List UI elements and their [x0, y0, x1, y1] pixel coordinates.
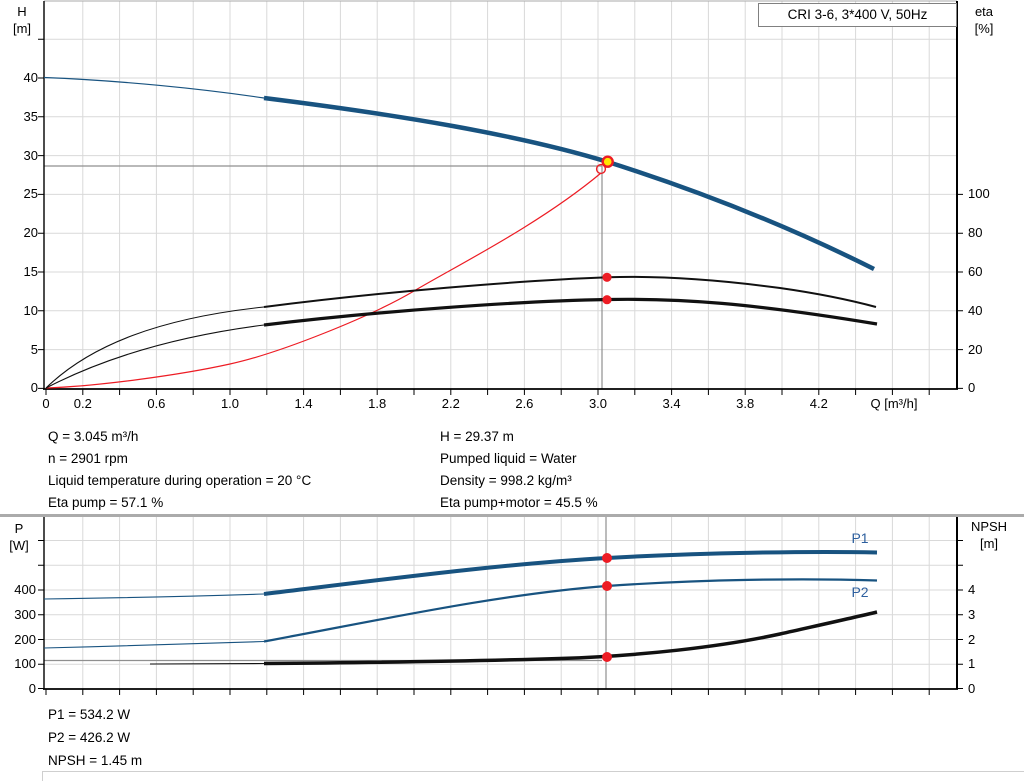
- eta-tick: 0: [968, 380, 976, 396]
- q-tick: 0.6: [147, 396, 166, 411]
- npsh-axis-unit: [m]: [979, 536, 999, 551]
- qh-grid-horizontal: [44, 38, 957, 351]
- q-tick: 1.0: [220, 396, 240, 411]
- qh-chart: [38, 0, 963, 395]
- p1-point-dot: [602, 553, 612, 563]
- q-tick: 3.4: [662, 396, 681, 411]
- operating-point-dot[interactable]: [601, 155, 614, 168]
- info-density: Density = 998.2 kg/m³: [440, 473, 572, 488]
- q-tick: 1.8: [368, 396, 387, 411]
- system-duty-ring: [595, 163, 607, 175]
- pn-grid-horizontal: [44, 540, 957, 665]
- qh-crosshair: [44, 165, 603, 389]
- eta-tick: 20: [968, 341, 983, 357]
- eta-pump-motor-curve-thin: [45, 324, 265, 389]
- eta-pump-motor-point-dot: [602, 295, 612, 305]
- pn-npsh-ticks: [957, 540, 963, 689]
- p1-curve-thin: [43, 593, 265, 600]
- h-tick: 20: [23, 225, 38, 241]
- pn-grid-vertical: [82, 517, 930, 689]
- npsh-tick: 0: [968, 681, 976, 696]
- h-tick: 25: [23, 186, 38, 202]
- eta-tick: 80: [968, 225, 983, 241]
- q-tick: 2.2: [441, 396, 460, 411]
- p2-curve-label: P2: [851, 584, 869, 600]
- eta-pump-point-dot: [602, 272, 612, 282]
- q-tick: 0: [42, 396, 50, 411]
- next-panel-top-border: [42, 771, 1024, 772]
- info-n: n = 2901 rpm: [48, 451, 128, 466]
- h-tick: 10: [23, 302, 38, 318]
- eta-pump-motor-curve: [263, 297, 878, 327]
- eta-pump-curve: [263, 275, 877, 308]
- npsh-curve-thin: [149, 662, 265, 665]
- p-tick: 0: [28, 681, 36, 696]
- eta-axis-unit: [%]: [974, 21, 994, 36]
- eta-pump-curve-thin: [45, 306, 265, 389]
- p-axis-label: P: [14, 521, 24, 536]
- p-tick: 300: [14, 606, 36, 622]
- npsh-tick: 3: [968, 606, 976, 622]
- result-p1: P1 = 534.2 W: [48, 707, 131, 722]
- pump-title-box: CRI 3-6, 3*400 V, 50Hz: [758, 3, 957, 27]
- next-panel-left-border: [42, 771, 43, 781]
- h-axis-label: H: [17, 4, 27, 19]
- h-tick: 30: [23, 147, 38, 163]
- npsh-point-dot: [602, 652, 612, 662]
- q-axis-unit: Q [m³/h]: [870, 396, 918, 411]
- p-axis-unit: [W]: [9, 538, 29, 553]
- npsh-tick: 4: [968, 582, 976, 597]
- info-temp: Liquid temperature during operation = 20…: [48, 473, 312, 488]
- eta-tick: 40: [968, 302, 983, 318]
- result-npsh: NPSH = 1.45 m: [48, 753, 143, 768]
- eta-axis-label: eta: [974, 4, 994, 19]
- q-tick: 3.8: [736, 396, 755, 411]
- npsh-tick: 1: [968, 656, 976, 672]
- h-tick: 5: [30, 341, 38, 357]
- qh-eta-ticks: [957, 193, 963, 389]
- p2-curve-thin: [43, 640, 265, 649]
- npsh-axis-label: NPSH: [970, 519, 1008, 534]
- npsh-tick: 2: [968, 631, 976, 647]
- q-tick: 4.2: [809, 396, 828, 411]
- p1-curve-label: P1: [851, 530, 869, 546]
- qh-x-ticks: [45, 389, 930, 395]
- info-h: H = 29.37 m: [440, 429, 514, 444]
- h-tick: 40: [23, 70, 38, 85]
- h-tick: 35: [23, 108, 38, 124]
- info-q: Q = 3.045 m³/h: [48, 429, 139, 444]
- q-tick: 3.0: [588, 396, 608, 411]
- info-eta-pump: Eta pump = 57.1 %: [48, 495, 164, 510]
- p-tick: 100: [14, 656, 36, 672]
- h-axis-unit: [m]: [12, 21, 32, 36]
- p-tick: 200: [14, 631, 36, 647]
- info-eta-pump-motor: Eta pump+motor = 45.5 %: [440, 495, 598, 510]
- p1-curve: [263, 549, 878, 596]
- p-tick: 400: [14, 582, 36, 597]
- pump-curve-thin: [43, 76, 265, 99]
- system-curve: [45, 172, 602, 389]
- q-tick: 0.2: [73, 396, 92, 411]
- qh-h-ticks: [38, 38, 44, 389]
- result-p2: P2 = 426.2 W: [48, 730, 131, 745]
- qh-grid-vertical: [82, 1, 930, 389]
- q-tick: 2.6: [515, 396, 534, 411]
- eta-tick: 60: [968, 264, 983, 279]
- p2-point-dot: [602, 581, 612, 591]
- q-tick: 1.4: [294, 396, 313, 411]
- npsh-curve: [263, 610, 878, 666]
- h-tick: 15: [23, 264, 38, 279]
- pn-x-ticks: [45, 689, 930, 695]
- eta-tick: 100: [968, 186, 990, 202]
- info-liquid: Pumped liquid = Water: [440, 451, 577, 466]
- power-npsh-chart: [0, 514, 1024, 695]
- pn-p-ticks: [38, 540, 44, 689]
- h-tick: 0: [30, 380, 38, 396]
